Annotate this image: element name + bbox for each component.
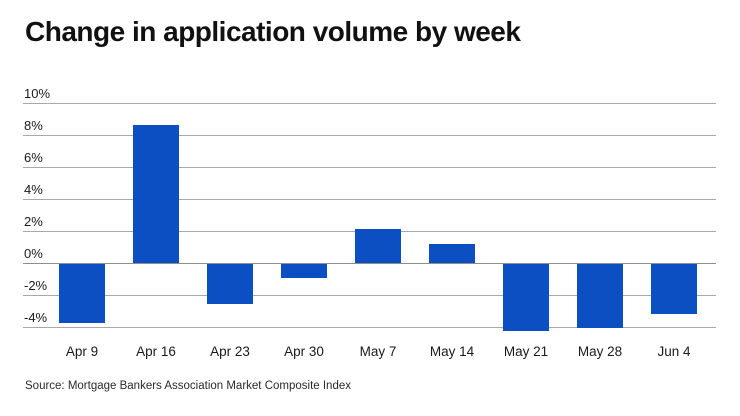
bar-apr-9 [59,264,105,324]
y-axis-tick-label: -4% [24,310,48,325]
x-axis-label: May 28 [577,344,623,359]
y-axis-tick-label: 6% [24,150,43,165]
y-axis-tick-label: 10% [24,86,51,101]
bar-may-7 [355,229,401,263]
x-axis-label: Apr 30 [284,344,324,359]
y-axis-tick-label: 4% [24,182,43,197]
y-axis-tick-label: 2% [24,214,43,229]
source-note: Source: Mortgage Bankers Association Mar… [25,380,351,392]
x-axis-label: May 7 [359,344,397,359]
bar-apr-16 [133,125,179,263]
chart-title: Change in application volume by week [25,16,521,47]
x-axis: Apr 9 Apr 16 Apr 23 Apr 30 May 7 May 14 May 21… [23,344,716,362]
gridline [23,295,716,296]
x-axis-label: May 21 [503,344,549,359]
bar-may-28 [577,264,623,328]
bar-jun-4 [651,264,697,314]
gridline [23,167,716,168]
bar-apr-30 [281,264,327,279]
gridline [23,103,716,104]
y-axis-tick-label: 8% [24,118,43,133]
x-axis-label: Apr 9 [65,344,99,359]
plot-area: 10% 8% 6% 4% 2% 0% -2% -4% [23,86,716,335]
bar-may-21 [503,264,549,332]
y-axis-tick-label: 0% [24,246,43,261]
x-axis-label: May 14 [429,344,475,359]
x-axis-label: Jun 4 [657,344,691,359]
bar-may-14 [429,243,475,263]
zero-gridline [23,263,716,264]
y-axis-tick-label: -2% [24,278,48,293]
x-axis-label: Apr 23 [210,344,250,359]
gridline [23,135,716,136]
gridline [23,327,716,328]
gridline [23,199,716,200]
bar-apr-23 [207,264,253,304]
x-axis-label: Apr 16 [136,344,176,359]
